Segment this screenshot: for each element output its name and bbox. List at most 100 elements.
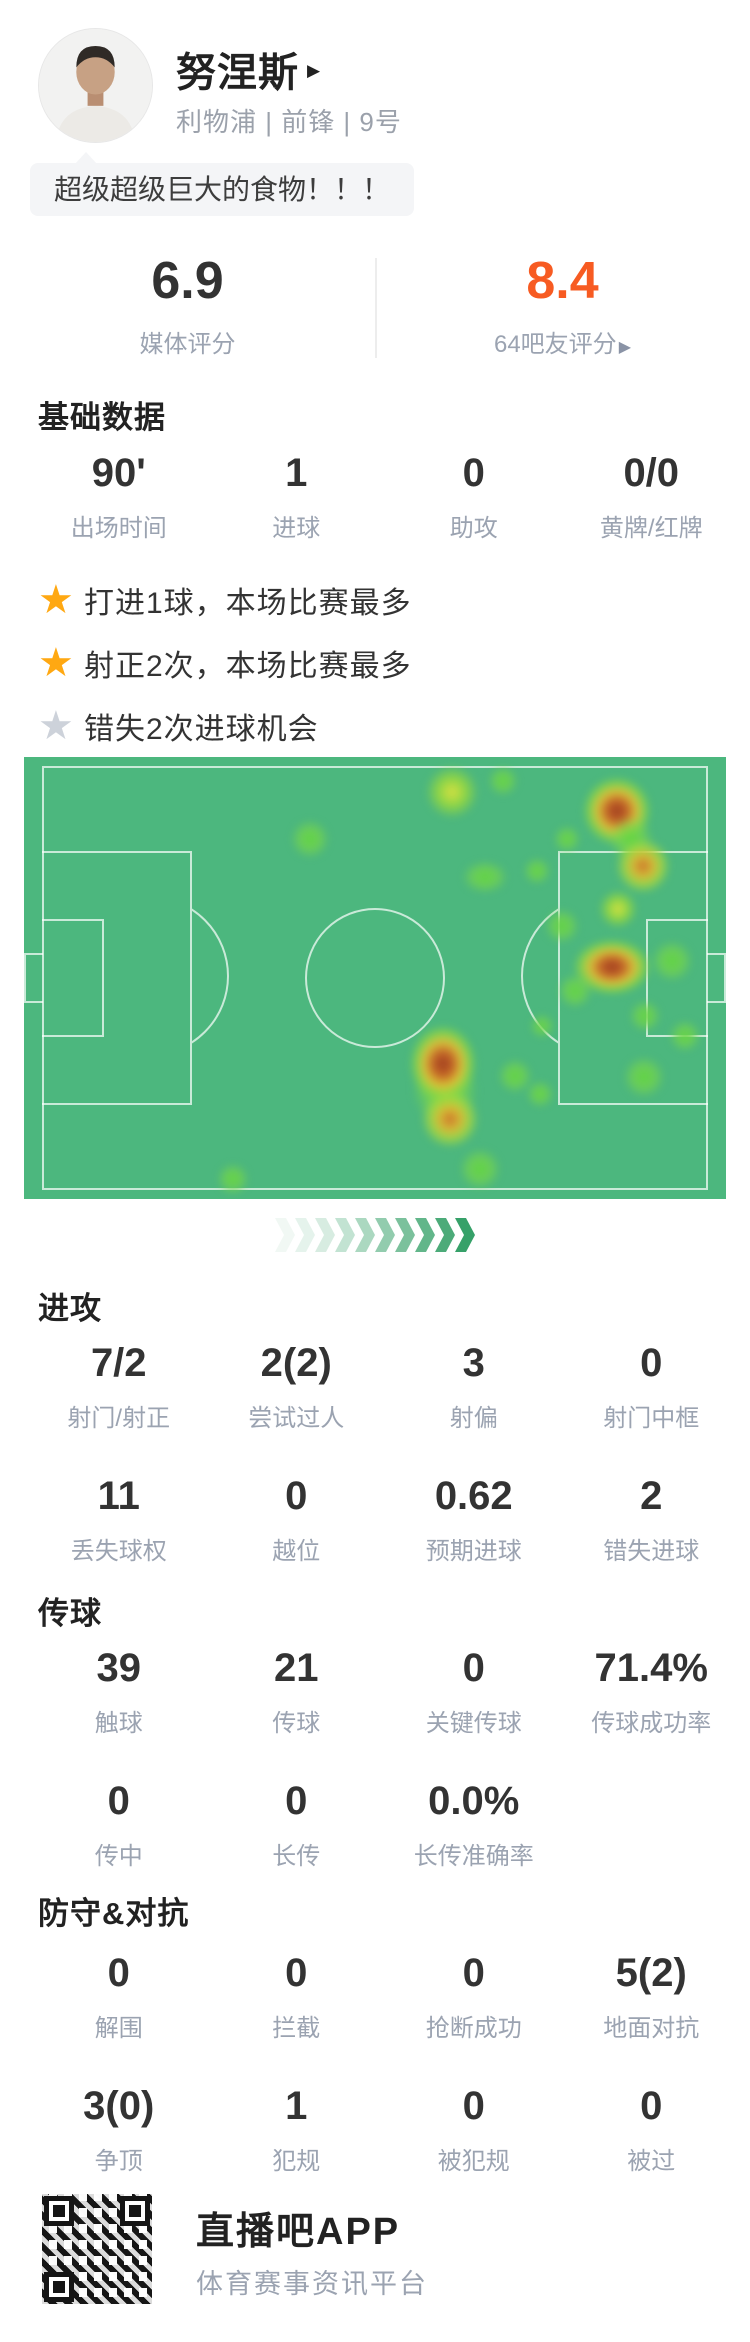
heat-blob bbox=[521, 1075, 558, 1112]
player-name: 努涅斯 bbox=[176, 51, 299, 95]
attack-stats-grid: 7/2 射门/射正 2(2) 尝试过人 3 射偏 0 射门中框 11 丢失球权 0 越位 0… bbox=[30, 1340, 740, 1566]
stat-dribbled-past: 0 被过 bbox=[627, 2084, 676, 2175]
stat-long-balls: 0 长传 bbox=[272, 1779, 321, 1870]
stat-cards: 0/0 黄牌/红牌 bbox=[599, 451, 703, 542]
chevron-right-icon bbox=[375, 1218, 395, 1252]
section-title-passing: 传球 bbox=[38, 1596, 102, 1631]
stat-tackles-won: 0 抢断成功 bbox=[425, 1951, 522, 2042]
stat-interceptions: 0 拦截 bbox=[272, 1951, 321, 2042]
media-rating-value: 6.9 bbox=[151, 252, 224, 310]
player-photo bbox=[39, 29, 152, 142]
player-avatar[interactable] bbox=[38, 28, 153, 143]
chevron-right-icon bbox=[395, 1218, 415, 1252]
penalty-arc-left bbox=[192, 893, 232, 1063]
chevron-right-icon bbox=[435, 1218, 455, 1252]
stat-touches: 39 触球 bbox=[94, 1646, 143, 1737]
player-team-position: 利物浦 | 前锋 | 9号 bbox=[176, 107, 402, 137]
stat-fouls: 1 犯规 bbox=[272, 2084, 321, 2175]
stat-minutes: 90' 出场时间 bbox=[70, 451, 167, 542]
heat-blob bbox=[416, 757, 489, 828]
media-rating-label: 媒体评分 bbox=[139, 331, 236, 358]
star-icon: ★ bbox=[38, 577, 74, 622]
heat-blob bbox=[643, 933, 700, 990]
heat-blob bbox=[452, 1140, 509, 1197]
star-icon: ★ bbox=[38, 640, 74, 685]
heat-blob bbox=[591, 883, 644, 936]
ratings-row: 6.9 媒体评分 8.4 64吧友评分 ▶ bbox=[0, 250, 750, 359]
heat-blob bbox=[552, 967, 599, 1014]
center-circle bbox=[305, 908, 445, 1048]
stat-goals: 1 进球 bbox=[272, 451, 321, 542]
heat-blob bbox=[519, 853, 556, 890]
stat-passes: 21 传球 bbox=[272, 1646, 321, 1737]
goal-area-left bbox=[42, 919, 104, 1037]
fan-rating[interactable]: 8.4 64吧友评分 ▶ bbox=[375, 250, 750, 359]
section-title-attack: 进攻 bbox=[38, 1291, 102, 1326]
stat-dribbles: 2(2) 尝试过人 bbox=[248, 1341, 345, 1432]
chevron-right-icon bbox=[275, 1218, 295, 1252]
highlights-list: ★ 打进1球，本场比赛最多 ★ 射正2次，本场比赛最多 ★ 错失2次进球机会 bbox=[38, 568, 412, 757]
heat-blob bbox=[454, 854, 517, 899]
heat-blob bbox=[549, 821, 586, 858]
highlight-row: ★ 错失2次进球机会 bbox=[38, 703, 319, 748]
stat-offsides: 0 越位 bbox=[272, 1474, 321, 1565]
qr-finder-icon bbox=[44, 2196, 74, 2226]
stat-shots-off: 3 射偏 bbox=[449, 1341, 498, 1432]
goal-right bbox=[707, 953, 726, 1003]
heat-blob bbox=[212, 1158, 255, 1199]
heat-blob bbox=[664, 1014, 707, 1057]
media-rating: 6.9 媒体评分 bbox=[0, 250, 375, 359]
penalty-area-left bbox=[42, 851, 192, 1105]
direction-indicator bbox=[0, 1218, 750, 1252]
stat-xg: 0.62 预期进球 bbox=[425, 1474, 522, 1565]
stat-clearances: 0 解围 bbox=[94, 1951, 143, 2042]
chevron-right-icon bbox=[415, 1218, 435, 1252]
fan-rating-label[interactable]: 64吧友评分 ▶ bbox=[493, 331, 631, 358]
stat-crosses: 0 传中 bbox=[94, 1779, 143, 1870]
ratings-divider bbox=[375, 258, 377, 358]
section-title-basic: 基础数据 bbox=[38, 400, 166, 435]
section-title-defense: 防守&对抗 bbox=[38, 1896, 190, 1931]
heat-blob bbox=[482, 760, 523, 801]
app-tagline: 体育赛事资讯平台 bbox=[196, 2269, 428, 2299]
stat-ground-duels: 5(2) 地面对抗 bbox=[603, 1951, 700, 2042]
chevron-right-icon bbox=[295, 1218, 315, 1252]
stat-possession-lost: 11 丢失球权 bbox=[70, 1474, 167, 1565]
stat-pass-accuracy: 71.4% 传球成功率 bbox=[591, 1646, 712, 1737]
stat-shots: 7/2 射门/射正 bbox=[67, 1341, 171, 1432]
heat-blob bbox=[624, 995, 667, 1037]
comment-bubble: 超级超级巨大的食物！！！ bbox=[30, 152, 415, 216]
chevron-right-icon bbox=[355, 1218, 375, 1252]
chevron-right-icon bbox=[335, 1218, 355, 1252]
defense-stats-grid: 0 解围 0 拦截 0 抢断成功 5(2) 地面对抗 3(0) 争顶 1 犯规 0 被犯规 0… bbox=[30, 1950, 740, 2176]
chevron-right-icon bbox=[315, 1218, 335, 1252]
touch-heatmap bbox=[24, 757, 726, 1199]
stat-was-fouled: 0 被犯规 bbox=[437, 2084, 510, 2175]
qr-code bbox=[38, 2190, 156, 2308]
heat-blob bbox=[615, 1049, 672, 1105]
qr-finder-icon bbox=[44, 2272, 74, 2302]
player-name-link[interactable]: 努涅斯 ▶ bbox=[176, 40, 320, 98]
heat-blob bbox=[526, 1010, 559, 1043]
penalty-arc-right bbox=[518, 893, 558, 1063]
heatmap-blob-layer bbox=[24, 757, 726, 1199]
stat-key-passes: 0 关键传球 bbox=[425, 1646, 522, 1737]
stat-assists: 0 助攻 bbox=[449, 451, 498, 542]
basic-stats-grid: 90' 出场时间 1 进球 0 助攻 0/0 黄牌/红牌 bbox=[30, 450, 740, 543]
highlight-row: ★ 射正2次，本场比赛最多 bbox=[38, 640, 412, 685]
heat-blob bbox=[283, 813, 336, 866]
highlight-row: ★ 打进1球，本场比赛最多 bbox=[38, 577, 412, 622]
expand-arrow-icon: ▶ bbox=[307, 61, 321, 80]
chevron-right-icon: ▶ bbox=[618, 339, 631, 356]
star-icon: ★ bbox=[38, 703, 74, 748]
stat-aerial-duels: 3(0) 争顶 bbox=[83, 2084, 155, 2175]
fan-rating-value: 8.4 bbox=[526, 252, 599, 310]
chevron-right-icon bbox=[455, 1218, 475, 1252]
stat-woodwork: 0 射门中框 bbox=[603, 1341, 700, 1432]
stat-big-chances-missed: 2 错失进球 bbox=[603, 1474, 700, 1565]
passing-stats-grid: 39 触球 21 传球 0 关键传球 71.4% 传球成功率 0 传中 0 长传 0.0% 长… bbox=[30, 1645, 740, 1871]
stat-long-ball-accuracy: 0.0% 长传准确率 bbox=[413, 1779, 534, 1870]
qr-finder-icon bbox=[120, 2196, 150, 2226]
app-name: 直播吧APP bbox=[196, 2211, 401, 2253]
